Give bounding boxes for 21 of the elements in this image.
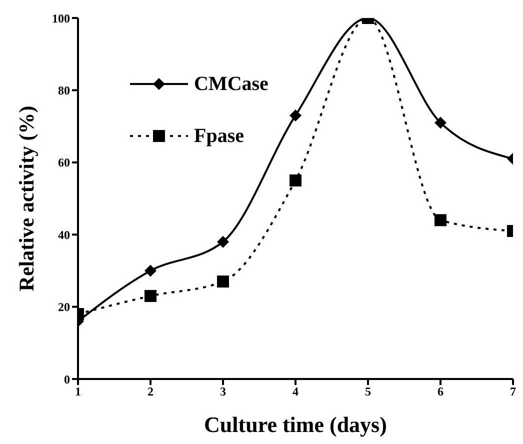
y-tick-label: 100 xyxy=(52,11,70,26)
point xyxy=(290,109,302,122)
point xyxy=(217,276,229,288)
x-tick-label: 4 xyxy=(292,384,298,399)
legend-label: Fpase xyxy=(194,124,244,148)
y-tick-label: 0 xyxy=(64,372,70,386)
y-tick-label: 60 xyxy=(58,156,70,170)
y-tick-label: 40 xyxy=(58,228,70,242)
x-tick-label: 1 xyxy=(75,384,81,399)
x-axis-title: Culture time (days) xyxy=(204,412,387,437)
x-tick-label: 3 xyxy=(220,384,226,399)
point xyxy=(217,236,229,248)
x-tick-label: 7 xyxy=(510,384,516,399)
x-tick-label: 6 xyxy=(438,384,444,399)
x-tick-label: 2 xyxy=(148,384,154,399)
legend-label: CMCase xyxy=(194,72,268,96)
point xyxy=(290,174,302,186)
y-tick-label: 80 xyxy=(58,83,70,98)
y-axis-title: Relative activity (%) xyxy=(14,106,38,292)
y-tick-label: 20 xyxy=(58,300,70,314)
x-tick-label: 5 xyxy=(365,384,371,399)
